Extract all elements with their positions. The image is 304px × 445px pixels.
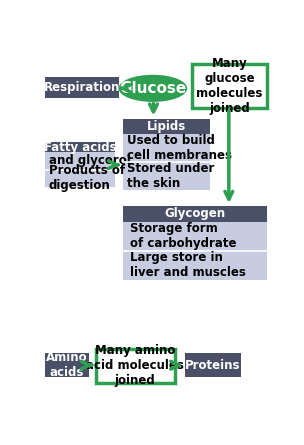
Text: Amino
acids: Amino acids [46,351,88,379]
Text: Glucose: Glucose [119,81,186,96]
Text: Respiration: Respiration [44,81,120,94]
Bar [45,77,119,98]
Text: Products of
digestion: Products of digestion [49,164,125,192]
Ellipse shape [119,75,187,102]
Bar [123,134,210,190]
Bar [45,353,89,377]
Bar [123,206,267,222]
Bar [185,353,240,377]
Bar [192,64,267,108]
Bar [45,142,115,152]
Bar [96,349,174,383]
Bar [123,222,267,279]
Text: Proteins: Proteins [185,359,241,372]
Text: Fatty acids: Fatty acids [43,141,116,154]
Bar [45,152,115,187]
Bar [123,118,210,134]
Text: Lipids: Lipids [147,120,186,133]
Text: Many
glucose
molecules
joined: Many glucose molecules joined [196,57,263,115]
Text: Used to build
cell membranes: Used to build cell membranes [127,134,232,162]
Text: Large store in
liver and muscles: Large store in liver and muscles [130,251,246,279]
Text: Many amino
acid molecules
joined: Many amino acid molecules joined [86,344,184,388]
Text: and glycerol: and glycerol [49,154,130,167]
Text: Glycogen: Glycogen [164,207,225,220]
Text: Storage form
of carbohydrate: Storage form of carbohydrate [130,222,237,251]
Text: Stored under
the skin: Stored under the skin [127,162,215,190]
